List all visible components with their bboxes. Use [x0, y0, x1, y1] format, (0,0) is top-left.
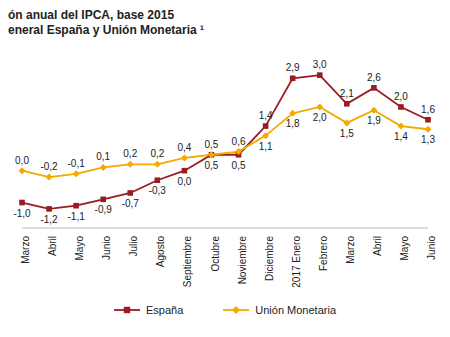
svg-text:2017 Enero: 2017 Enero	[291, 236, 302, 288]
svg-text:2,0: 2,0	[394, 91, 408, 102]
svg-text:-0,3: -0,3	[149, 185, 167, 196]
svg-text:Mayo: Mayo	[74, 236, 85, 261]
html-text:eneral España y Unión Monetari: eneral España y Unión Monetaria ¹	[8, 23, 205, 37]
html-text:ón anual del IPCA, base 2015: ón anual del IPCA, base 2015	[8, 8, 175, 22]
svg-text:1,4: 1,4	[259, 110, 273, 121]
svg-text:Junio: Junio	[426, 236, 437, 260]
svg-text:0,4: 0,4	[177, 142, 191, 153]
svg-text:-1,0: -1,0	[13, 208, 31, 219]
svg-text:Julio: Julio	[128, 236, 139, 257]
svg-text:Febrero: Febrero	[318, 236, 329, 271]
svg-text:1,9: 1,9	[367, 115, 381, 126]
svg-text:-0,2: -0,2	[40, 161, 58, 172]
svg-text:-0,1: -0,1	[68, 158, 86, 169]
svg-text:Septiembre: Septiembre	[183, 236, 194, 288]
html-text:España: España	[146, 304, 184, 316]
svg-text:Marzo: Marzo	[345, 236, 356, 264]
svg-text:0,5: 0,5	[205, 139, 219, 150]
svg-text:-1,1: -1,1	[68, 211, 86, 222]
svg-text:0,0: 0,0	[177, 176, 191, 187]
svg-text:1,4: 1,4	[394, 131, 408, 142]
svg-text:-0,7: -0,7	[122, 198, 140, 209]
svg-text:2,1: 2,1	[340, 88, 354, 99]
svg-text:Agosto: Agosto	[155, 236, 166, 268]
svg-text:0,1: 0,1	[96, 151, 110, 162]
svg-text:3,0: 3,0	[313, 59, 327, 70]
svg-text:0,6: 0,6	[232, 136, 246, 147]
svg-text:1,3: 1,3	[421, 134, 435, 145]
svg-text:2,9: 2,9	[286, 62, 300, 73]
svg-text:2,0: 2,0	[313, 112, 327, 123]
svg-text:0,2: 0,2	[123, 148, 137, 159]
svg-text:Abril: Abril	[372, 236, 383, 256]
svg-text:0,2: 0,2	[150, 148, 164, 159]
svg-text:0,5: 0,5	[205, 160, 219, 171]
svg-text:-1,2: -1,2	[40, 214, 58, 225]
svg-text:Diciembre: Diciembre	[264, 236, 275, 281]
svg-text:Mayo: Mayo	[399, 236, 410, 261]
svg-text:1,1: 1,1	[259, 141, 273, 152]
svg-text:-0,9: -0,9	[95, 204, 113, 215]
svg-text:0,5: 0,5	[232, 160, 246, 171]
svg-text:0,0: 0,0	[15, 155, 29, 166]
svg-text:Noviembre: Noviembre	[237, 236, 248, 285]
svg-text:1,6: 1,6	[421, 104, 435, 115]
svg-text:Octubre: Octubre	[210, 236, 221, 272]
svg-text:Marzo: Marzo	[20, 236, 31, 264]
html-text:Unión Monetaria: Unión Monetaria	[255, 304, 336, 316]
svg-text:2,6: 2,6	[367, 72, 381, 83]
svg-text:Junio: Junio	[101, 236, 112, 260]
svg-text:Abril: Abril	[47, 236, 58, 256]
svg-text:1,5: 1,5	[340, 128, 354, 139]
svg-text:1,8: 1,8	[286, 118, 300, 129]
